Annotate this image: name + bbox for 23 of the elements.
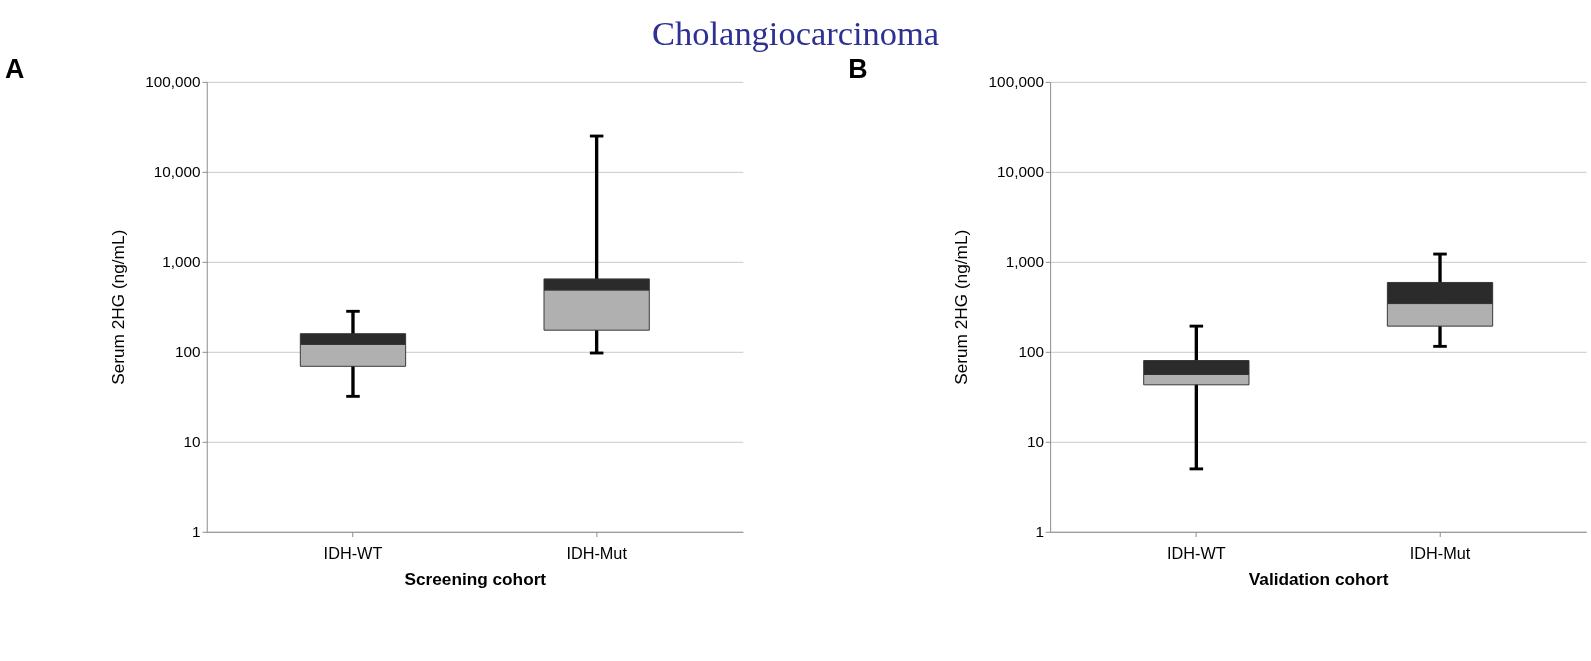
chart-title: B bbox=[848, 54, 868, 85]
y-tick-label: 100 bbox=[175, 343, 201, 361]
y-tick-label: 100,000 bbox=[145, 73, 201, 91]
x-axis-title: Screening cohort bbox=[404, 568, 547, 589]
y-axis-title: Serum 2HG (ng/mL) bbox=[951, 229, 972, 385]
y-tick-label: 100,000 bbox=[988, 73, 1044, 91]
y-tick-label: 10 bbox=[183, 433, 201, 451]
y-tick-label: 1,000 bbox=[162, 253, 201, 271]
x-tick-label: IDH-Mut bbox=[1409, 544, 1471, 563]
x-tick-label: IDH-WT bbox=[1166, 544, 1226, 563]
x-axis-title: Validation cohort bbox=[1248, 568, 1389, 589]
x-tick-label: IDH-WT bbox=[323, 544, 383, 563]
y-tick-label: 1 bbox=[1035, 523, 1044, 541]
text: Cholangiocarcinoma bbox=[652, 14, 940, 53]
y-tick-label: 10 bbox=[1026, 433, 1044, 451]
y-tick-label: 10,000 bbox=[153, 163, 201, 181]
y-tick-label: 1,000 bbox=[1005, 253, 1044, 271]
x-tick-label: IDH-Mut bbox=[566, 544, 628, 563]
chart-title: A bbox=[4, 54, 25, 85]
y-tick-label: 10,000 bbox=[997, 163, 1044, 181]
y-tick-label: 100 bbox=[1018, 343, 1044, 361]
y-axis-title: Serum 2HG (ng/mL) bbox=[108, 229, 129, 385]
y-tick-label: 1 bbox=[192, 523, 201, 541]
